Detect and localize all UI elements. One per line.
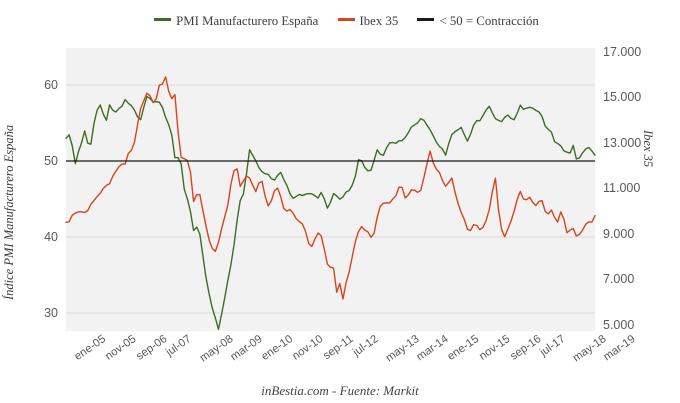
svg-text:50: 50	[44, 154, 58, 168]
svg-text:40: 40	[44, 230, 58, 244]
svg-text:5.000: 5.000	[603, 318, 634, 332]
svg-text:15.000: 15.000	[603, 90, 641, 104]
svg-text:13.000: 13.000	[603, 136, 641, 150]
svg-text:17.000: 17.000	[603, 45, 641, 59]
svg-text:11.000: 11.000	[603, 181, 640, 195]
svg-text:9.000: 9.000	[603, 227, 634, 241]
svg-text:7.000: 7.000	[603, 272, 634, 286]
svg-text:60: 60	[44, 78, 58, 92]
svg-text:30: 30	[44, 306, 58, 320]
